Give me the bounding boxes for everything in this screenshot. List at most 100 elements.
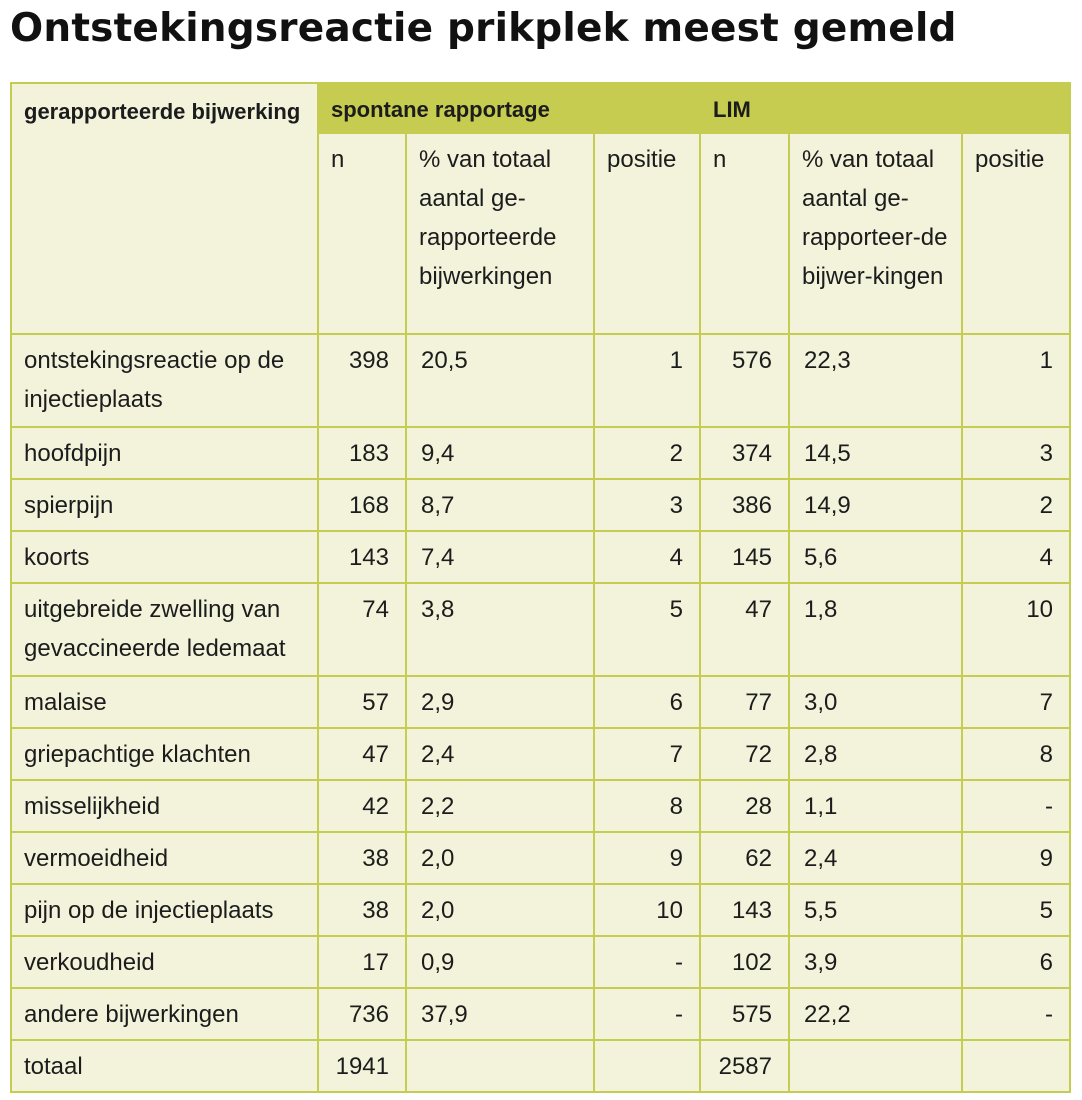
spontaan-positie-cell: 7 <box>593 727 701 781</box>
spontaan-n-cell: 168 <box>317 478 407 532</box>
lim-percentage-cell: 1,1 <box>788 779 963 833</box>
lim-percentage-cell: 2,4 <box>788 831 963 885</box>
lim-n-cell: 575 <box>699 987 790 1041</box>
lim-percentage-cell <box>788 1039 963 1093</box>
spontaan-positie-cell: - <box>593 935 701 989</box>
spontaan-n-cell: 17 <box>317 935 407 989</box>
table-row: vermoeidheid 38 2,0 9 62 2,4 9 <box>10 831 1072 885</box>
spontaan-positie-cell: 9 <box>593 831 701 885</box>
spontaan-percentage-cell: 37,9 <box>405 987 595 1041</box>
spontaan-percentage-cell <box>405 1039 595 1093</box>
lim-positie-cell: 1 <box>960 333 1072 428</box>
row-label: verkoudheid <box>10 935 319 989</box>
spontaan-n-cell: 1941 <box>317 1039 407 1093</box>
row-label: spierpijn <box>10 478 319 532</box>
header-spontaan-n: n <box>317 132 407 335</box>
page-title: Ontstekingsreactie prikplek meest gemeld <box>10 6 957 51</box>
row-label: andere bijwerkingen <box>10 987 319 1041</box>
spontaan-percentage-cell: 9,4 <box>405 426 595 480</box>
spontaan-percentage-cell: 3,8 <box>405 582 595 677</box>
spontaan-percentage-cell: 7,4 <box>405 530 595 584</box>
adverse-effects-table: gerapporteerde bijwerking spontane rappo… <box>10 82 1072 1093</box>
lim-n-cell: 77 <box>699 675 790 729</box>
spontaan-n-cell: 74 <box>317 582 407 677</box>
lim-n-cell: 576 <box>699 333 790 428</box>
spontaan-n-cell: 398 <box>317 333 407 428</box>
lim-n-cell: 386 <box>699 478 790 532</box>
lim-n-cell: 47 <box>699 582 790 677</box>
spontaan-positie-cell: 10 <box>593 883 701 937</box>
table-row: malaise 57 2,9 6 77 3,0 7 <box>10 675 1072 729</box>
table-row: koorts 143 7,4 4 145 5,6 4 <box>10 530 1072 584</box>
spontaan-n-cell: 183 <box>317 426 407 480</box>
spontaan-percentage-cell: 8,7 <box>405 478 595 532</box>
lim-n-cell: 2587 <box>699 1039 790 1093</box>
lim-positie-cell: 3 <box>960 426 1072 480</box>
row-label: pijn op de injectieplaats <box>10 883 319 937</box>
spontaan-positie-cell <box>593 1039 701 1093</box>
spontaan-percentage-cell: 2,0 <box>405 883 595 937</box>
spontaan-n-cell: 42 <box>317 779 407 833</box>
lim-n-cell: 28 <box>699 779 790 833</box>
lim-positie-cell: - <box>960 987 1072 1041</box>
lim-positie-cell: 8 <box>960 727 1072 781</box>
spontaan-positie-cell: - <box>593 987 701 1041</box>
table-row: pijn op de injectieplaats 38 2,0 10 143 … <box>10 883 1072 937</box>
table-row: verkoudheid 17 0,9 - 102 3,9 6 <box>10 935 1072 989</box>
header-group-lim: LIM <box>698 82 1072 134</box>
lim-percentage-cell: 14,9 <box>788 478 963 532</box>
lim-percentage-cell: 1,8 <box>788 582 963 677</box>
lim-n-cell: 143 <box>699 883 790 937</box>
spontaan-positie-cell: 8 <box>593 779 701 833</box>
lim-positie-cell: 5 <box>960 883 1072 937</box>
header-lim-n: n <box>699 132 790 335</box>
table-row: andere bijwerkingen 736 37,9 - 575 22,2 … <box>10 987 1072 1041</box>
table-row: misselijkheid 42 2,2 8 28 1,1 - <box>10 779 1072 833</box>
table-row: spierpijn 168 8,7 3 386 14,9 2 <box>10 478 1072 532</box>
lim-n-cell: 62 <box>699 831 790 885</box>
lim-positie-cell: 2 <box>960 478 1072 532</box>
table-row-total: totaal 1941 2587 <box>10 1039 1072 1093</box>
spontaan-percentage-cell: 2,4 <box>405 727 595 781</box>
spontaan-percentage-cell: 2,9 <box>405 675 595 729</box>
lim-percentage-cell: 3,9 <box>788 935 963 989</box>
header-spontaan-percentage: % van totaal aantal ge-rapporteerde bijw… <box>405 132 595 335</box>
row-label: uitgebreide zwelling van gevaccineerde l… <box>10 582 319 677</box>
header-lim-positie: positie <box>960 132 1072 335</box>
lim-positie-cell: 9 <box>960 831 1072 885</box>
lim-positie-cell: 10 <box>960 582 1072 677</box>
spontaan-positie-cell: 3 <box>593 478 701 532</box>
spontaan-n-cell: 143 <box>317 530 407 584</box>
spontaan-positie-cell: 1 <box>593 333 701 428</box>
spontaan-positie-cell: 5 <box>593 582 701 677</box>
lim-positie-cell: - <box>960 779 1072 833</box>
lim-positie-cell: 7 <box>960 675 1072 729</box>
header-first-column: gerapporteerde bijwerking <box>10 82 319 335</box>
spontaan-percentage-cell: 20,5 <box>405 333 595 428</box>
lim-percentage-cell: 14,5 <box>788 426 963 480</box>
table-row: hoofdpijn 183 9,4 2 374 14,5 3 <box>10 426 1072 480</box>
lim-percentage-cell: 22,2 <box>788 987 963 1041</box>
row-label: hoofdpijn <box>10 426 319 480</box>
lim-percentage-cell: 3,0 <box>788 675 963 729</box>
spontaan-percentage-cell: 2,2 <box>405 779 595 833</box>
header-group-spontaan: spontane rapportage <box>317 82 701 134</box>
row-label: koorts <box>10 530 319 584</box>
row-label: misselijkheid <box>10 779 319 833</box>
row-label: malaise <box>10 675 319 729</box>
spontaan-percentage-cell: 2,0 <box>405 831 595 885</box>
row-label: ontstekingsreactie op de injectieplaats <box>10 333 319 428</box>
table-row: ontstekingsreactie op de injectieplaats … <box>10 333 1072 428</box>
table-row: uitgebreide zwelling van gevaccineerde l… <box>10 582 1072 677</box>
spontaan-positie-cell: 4 <box>593 530 701 584</box>
row-label: totaal <box>10 1039 319 1093</box>
spontaan-n-cell: 38 <box>317 831 407 885</box>
lim-positie-cell <box>960 1039 1072 1093</box>
row-label: griepachtige klachten <box>10 727 319 781</box>
lim-percentage-cell: 2,8 <box>788 727 963 781</box>
lim-n-cell: 145 <box>699 530 790 584</box>
lim-percentage-cell: 22,3 <box>788 333 963 428</box>
spontaan-n-cell: 47 <box>317 727 407 781</box>
spontaan-n-cell: 736 <box>317 987 407 1041</box>
header-spontaan-positie: positie <box>593 132 701 335</box>
